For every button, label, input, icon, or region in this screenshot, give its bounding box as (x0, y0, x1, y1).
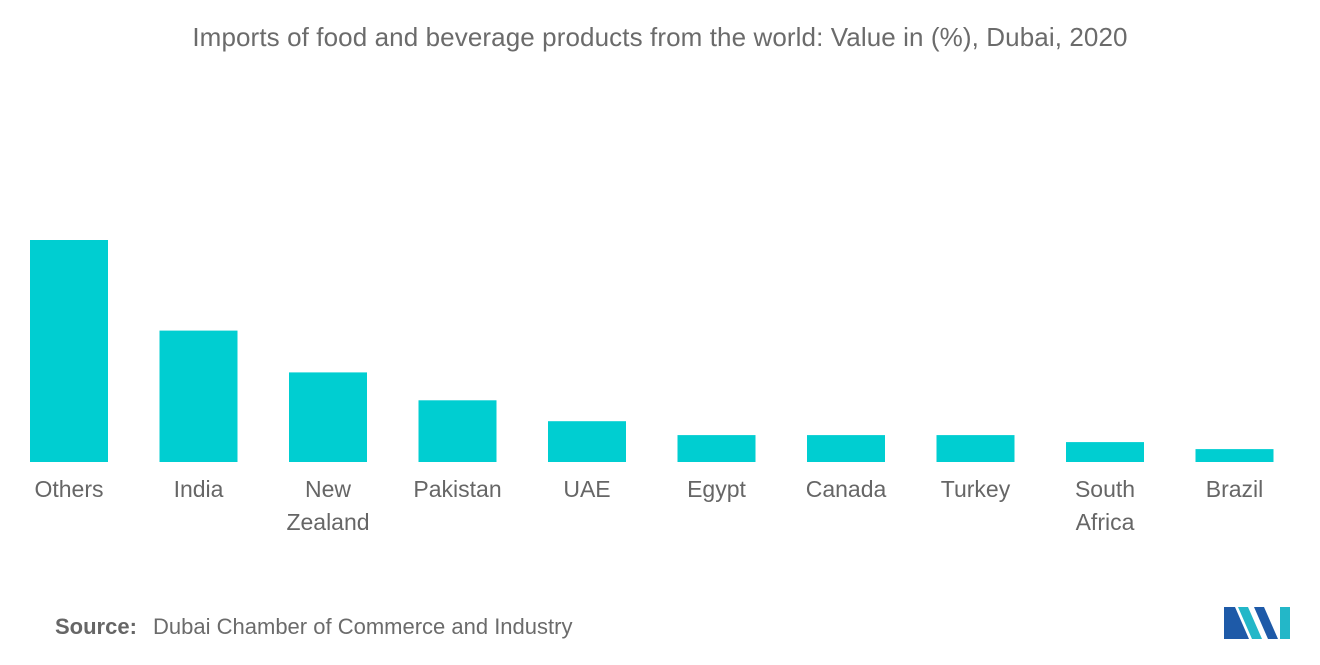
bar-others (30, 240, 108, 462)
bar-india (159, 330, 238, 462)
x-tick-label: Turkey (941, 476, 1011, 502)
source-text: Dubai Chamber of Commerce and Industry (153, 614, 573, 639)
bar-canada (807, 435, 885, 462)
x-tick-label: Brazil (1206, 476, 1264, 502)
logo-shape-left (1224, 607, 1249, 639)
x-tick-label: UAE (563, 476, 610, 502)
mordor-intelligence-logo-icon (1224, 607, 1290, 639)
x-tick-label: South Africa (1075, 476, 1135, 535)
bar-brazil (1195, 449, 1274, 462)
bar-chart: Others India New Zealand Pakistan UAE Egypt Can… (30, 240, 1274, 535)
bar-turkey (936, 435, 1015, 462)
x-tick-label: Canada (806, 476, 887, 502)
x-tick-label: New Zealand (286, 476, 369, 535)
bar-pakistan (418, 400, 497, 462)
bar-new-zealand (289, 372, 367, 462)
bar-south-africa (1066, 442, 1144, 462)
logo-shape-mid (1238, 607, 1262, 639)
bar-uae (548, 421, 626, 462)
x-tick-label: Others (34, 476, 103, 502)
x-tick-label: Egypt (687, 476, 746, 502)
source-label: Source: (55, 614, 137, 639)
chart-title: Imports of food and beverage products fr… (192, 22, 1128, 52)
source-note: Source: Dubai Chamber of Commerce and In… (55, 614, 572, 640)
x-tick-label: India (174, 476, 224, 502)
logo-shape-right-b (1280, 607, 1290, 639)
bars-group (30, 240, 1274, 462)
x-tick-label: Pakistan (413, 476, 501, 502)
x-axis-labels: Others India New Zealand Pakistan UAE Egypt Can… (34, 476, 1263, 535)
logo-shape-right-a (1254, 607, 1278, 639)
bar-egypt (677, 435, 756, 462)
